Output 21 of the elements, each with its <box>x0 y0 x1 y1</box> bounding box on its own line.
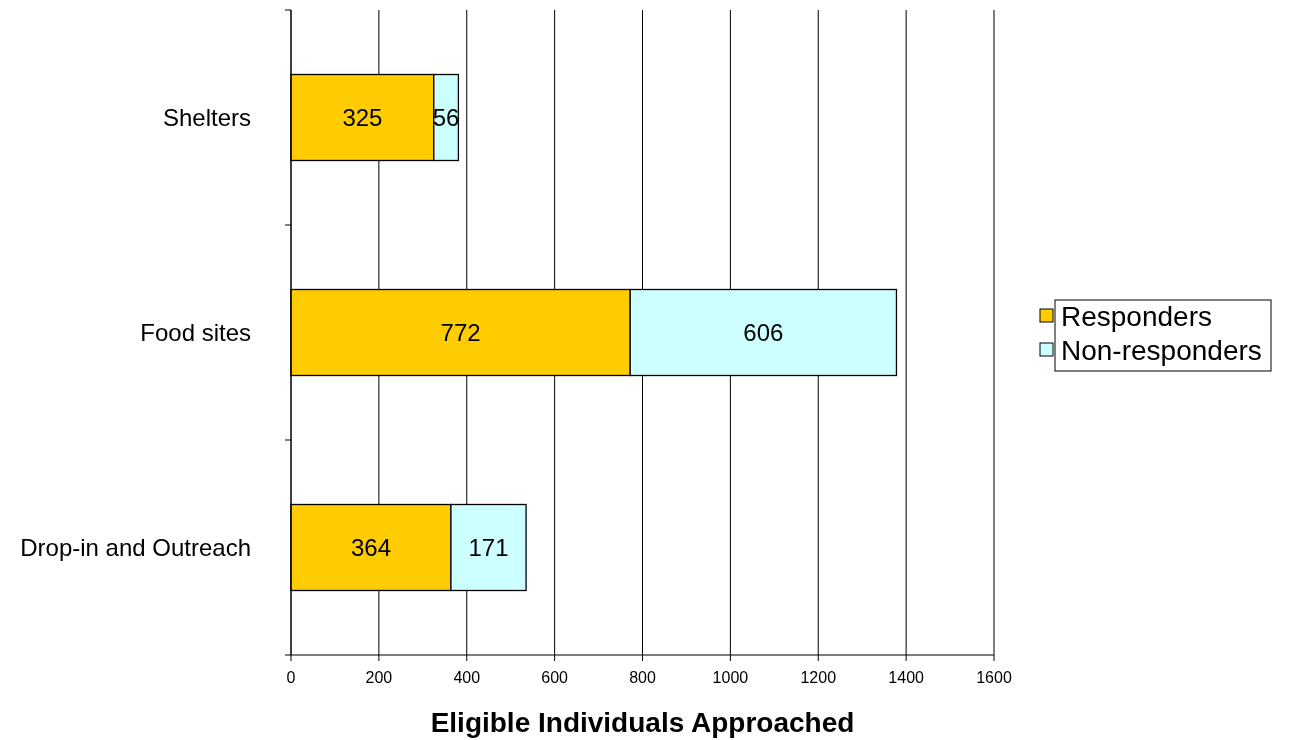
y-tick-label: Drop-in and Outreach <box>20 533 251 561</box>
data-label: 772 <box>440 318 481 346</box>
data-label: 171 <box>468 533 509 561</box>
x-tick-label: 200 <box>365 669 393 686</box>
x-axis-title: Eligible Individuals Approached <box>430 707 855 738</box>
x-tick-label: 0 <box>286 669 296 686</box>
legend-label: Non-responders <box>1061 334 1262 366</box>
x-tick-label: 1600 <box>976 669 1012 686</box>
x-tick-label: 600 <box>541 669 569 686</box>
y-tick-label: Shelters <box>162 103 251 131</box>
data-label: 606 <box>743 318 784 346</box>
data-label: 56 <box>432 103 460 131</box>
legend-label: Responders <box>1061 300 1212 332</box>
x-tick-label: 1400 <box>888 669 925 686</box>
x-tick-label: 1200 <box>800 669 837 686</box>
y-tick-label: Food sites <box>140 318 251 346</box>
data-label: 364 <box>350 533 391 561</box>
x-tick-label: 1000 <box>712 669 749 686</box>
x-tick-label: 400 <box>453 669 481 686</box>
x-tick-label: 800 <box>629 669 656 686</box>
data-label: 325 <box>342 103 383 131</box>
